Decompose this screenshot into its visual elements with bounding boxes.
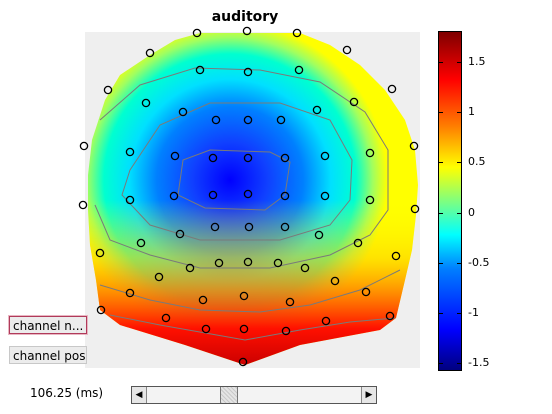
- colorbar-tick-label: -1: [468, 305, 479, 319]
- colorbar-tick-mark: [457, 162, 461, 164]
- channel-pos-button[interactable]: channel pos: [9, 346, 87, 364]
- colorbar-tick-label: 1: [468, 105, 475, 119]
- colorbar-tick-label: -0.5: [468, 255, 490, 269]
- slider-thumb[interactable]: [220, 387, 239, 403]
- slider-left-arrow-icon[interactable]: ◀: [132, 387, 147, 403]
- colorbar-tick-mark: [457, 262, 461, 264]
- colorbar-tick-mark: [439, 262, 443, 264]
- figure-title: auditory: [211, 9, 279, 25]
- colorbar-tick-mark: [439, 62, 443, 64]
- colorbar-tick-label: 1.5: [468, 55, 486, 69]
- colorbar-tick-label: -1.5: [468, 355, 490, 369]
- colorbar-tick-mark: [439, 362, 443, 364]
- colorbar-tick-mark: [457, 312, 461, 314]
- colorbar-tick-mark: [439, 212, 443, 214]
- contour-lines: [94, 67, 401, 341]
- colorbar-tick-mark: [457, 112, 461, 114]
- electrode-markers: [78, 26, 420, 367]
- colorbar-tick-label: 0.5: [468, 155, 486, 169]
- colorbar-tick-mark: [457, 62, 461, 64]
- colorbar-tick-mark: [439, 112, 443, 114]
- slider-right-arrow-icon[interactable]: ▶: [361, 387, 376, 403]
- colorbar-tick-mark: [439, 312, 443, 314]
- channel-names-button[interactable]: channel n...: [8, 315, 88, 335]
- time-readout: 106.25 (ms): [30, 386, 104, 400]
- colorbar-tick-mark: [439, 162, 443, 164]
- time-slider[interactable]: ◀ ▶: [131, 386, 377, 404]
- colorbar-tick-mark: [457, 212, 461, 214]
- colorbar-tick-label: 0: [468, 205, 475, 219]
- colorbar-tick-mark: [457, 362, 461, 364]
- colorbar: [438, 31, 462, 371]
